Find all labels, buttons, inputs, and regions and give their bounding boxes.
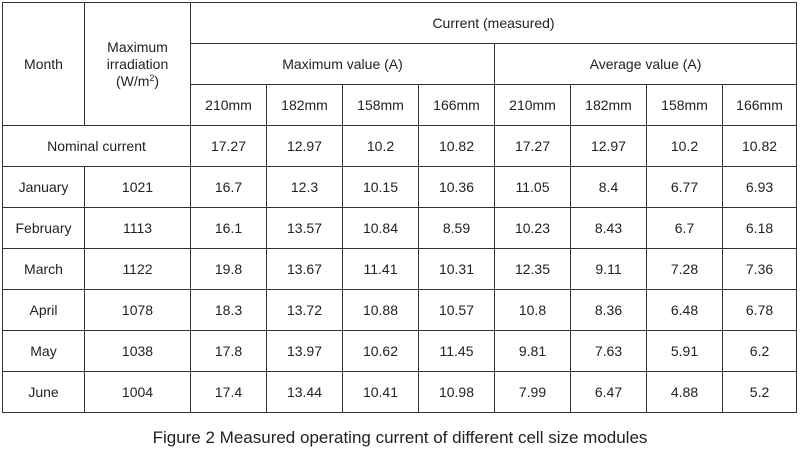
current-value-cell: 8.59 [418, 207, 495, 249]
table-row: January 1021 16.7 12.3 10.15 10.36 11.05 8.4 6.7… [2, 166, 798, 208]
current-group-header: Current (measured) [189, 2, 798, 44]
table-row: June 1004 17.4 13.44 10.41 10.98 7.99 6.47 4.88 5… [2, 371, 798, 413]
max-size-header-210mm: 210mm [190, 84, 267, 126]
max-group-header: Maximum value (A) [190, 43, 495, 85]
irradiation-unit-sup: 2 [149, 72, 155, 83]
current-value-cell: 8.43 [570, 207, 647, 249]
current-value-cell: 7.63 [570, 330, 647, 372]
avg-size-header-182mm: 182mm [570, 84, 647, 126]
nominal-value: 12.97 [570, 125, 647, 167]
nominal-value: 17.27 [494, 125, 571, 167]
current-value-cell: 10.31 [418, 248, 495, 290]
month-cell: March [2, 248, 85, 290]
current-value-cell: 7.99 [494, 371, 571, 413]
current-value-cell: 18.3 [190, 289, 267, 331]
current-value-cell: 10.23 [494, 207, 571, 249]
avg-size-header-158mm: 158mm [646, 84, 723, 126]
current-value-cell: 13.57 [266, 207, 343, 249]
current-value-cell: 12.35 [494, 248, 571, 290]
current-value-cell: 17.4 [190, 371, 267, 413]
current-value-cell: 12.3 [266, 166, 343, 208]
current-value-cell: 9.11 [570, 248, 647, 290]
current-value-cell: 10.88 [342, 289, 419, 331]
current-value-cell: 10.62 [342, 330, 419, 372]
current-value-cell: 10.36 [418, 166, 495, 208]
current-value-cell: 7.28 [646, 248, 723, 290]
current-value-cell: 6.18 [721, 207, 798, 249]
current-value-cell: 10.98 [418, 371, 495, 413]
irradiation-unit: (W/m [115, 72, 150, 89]
current-value-cell: 8.36 [570, 289, 647, 331]
current-value-cell: 10.57 [418, 289, 495, 331]
current-value-cell: 11.45 [418, 330, 495, 372]
nominal-value: 12.97 [266, 125, 343, 167]
current-value-cell: 10.15 [342, 166, 419, 208]
irradiation-cell: 1078 [84, 289, 191, 331]
table-row: February 1113 16.1 13.57 10.84 8.59 10.23 8.43 6… [2, 207, 798, 249]
current-value-cell: 13.67 [266, 248, 343, 290]
current-value-cell: 6.47 [570, 371, 647, 413]
month-header: Month [2, 2, 85, 126]
current-value-cell: 6.78 [721, 289, 798, 331]
current-value-cell: 6.2 [721, 330, 798, 372]
nominal-value: 10.2 [342, 125, 419, 167]
table-row: May 1038 17.8 13.97 10.62 11.45 9.81 7.63 5.91 6.… [2, 330, 798, 372]
irradiation-cell: 1122 [84, 248, 191, 290]
current-value-cell: 11.05 [494, 166, 571, 208]
current-value-cell: 9.81 [494, 330, 571, 372]
table-row: April 1078 18.3 13.72 10.88 10.57 10.8 8.36 6.48… [2, 289, 798, 331]
current-value-cell: 6.7 [646, 207, 723, 249]
irradiation-cell: 1038 [84, 330, 191, 372]
current-value-cell: 4.88 [646, 371, 723, 413]
current-value-cell: 7.36 [721, 248, 798, 290]
max-size-header-182mm: 182mm [266, 84, 343, 126]
nominal-value: 10.82 [721, 125, 798, 167]
irradiation-unit-end: ) [154, 72, 160, 89]
month-cell: April [2, 289, 85, 331]
current-value-cell: 5.2 [721, 371, 798, 413]
irradiation-header: Maximum irradiation (W/m2) [84, 2, 191, 126]
month-cell: February [2, 207, 85, 249]
current-value-cell: 6.48 [646, 289, 723, 331]
current-value-cell: 8.4 [570, 166, 647, 208]
current-value-cell: 19.8 [190, 248, 267, 290]
irradiation-cell: 1004 [84, 371, 191, 413]
current-value-cell: 6.93 [721, 166, 798, 208]
current-value-cell: 6.77 [646, 166, 723, 208]
current-value-cell: 10.8 [494, 289, 571, 331]
irradiation-cell: 1113 [84, 207, 191, 249]
current-value-cell: 13.44 [266, 371, 343, 413]
current-value-cell: 13.72 [266, 289, 343, 331]
irradiation-cell: 1021 [84, 166, 191, 208]
current-value-cell: 10.41 [342, 371, 419, 413]
max-size-header-158mm: 158mm [342, 84, 419, 126]
figure-caption: Figure 2 Measured operating current of d… [152, 428, 648, 447]
month-cell: January [2, 166, 85, 208]
nominal-value: 10.2 [646, 125, 723, 167]
current-value-cell: 13.97 [266, 330, 343, 372]
max-size-header-166mm: 166mm [418, 84, 495, 126]
irradiation-header-line2: irradiation [106, 55, 169, 72]
avg-size-header-166mm: 166mm [721, 84, 798, 126]
avg-size-header-210mm: 210mm [494, 84, 571, 126]
current-value-cell: 10.84 [342, 207, 419, 249]
current-value-cell: 16.1 [190, 207, 267, 249]
current-value-cell: 5.91 [646, 330, 723, 372]
current-value-cell: 17.8 [190, 330, 267, 372]
nominal-label: Nominal current [2, 125, 191, 167]
current-table: Month Maximum irradiation (W/m2) Current… [2, 2, 798, 413]
irradiation-header-line1: Maximum [107, 38, 168, 55]
nominal-value: 10.82 [418, 125, 495, 167]
avg-group-header: Average value (A) [493, 43, 798, 85]
current-value-cell: 11.41 [342, 248, 419, 290]
nominal-value: 17.27 [190, 125, 267, 167]
month-cell: May [2, 330, 85, 372]
current-value-cell: 16.7 [190, 166, 267, 208]
table-row: March 1122 19.8 13.67 11.41 10.31 12.35 9.11 7.2… [2, 248, 798, 290]
month-cell: June [2, 371, 85, 413]
